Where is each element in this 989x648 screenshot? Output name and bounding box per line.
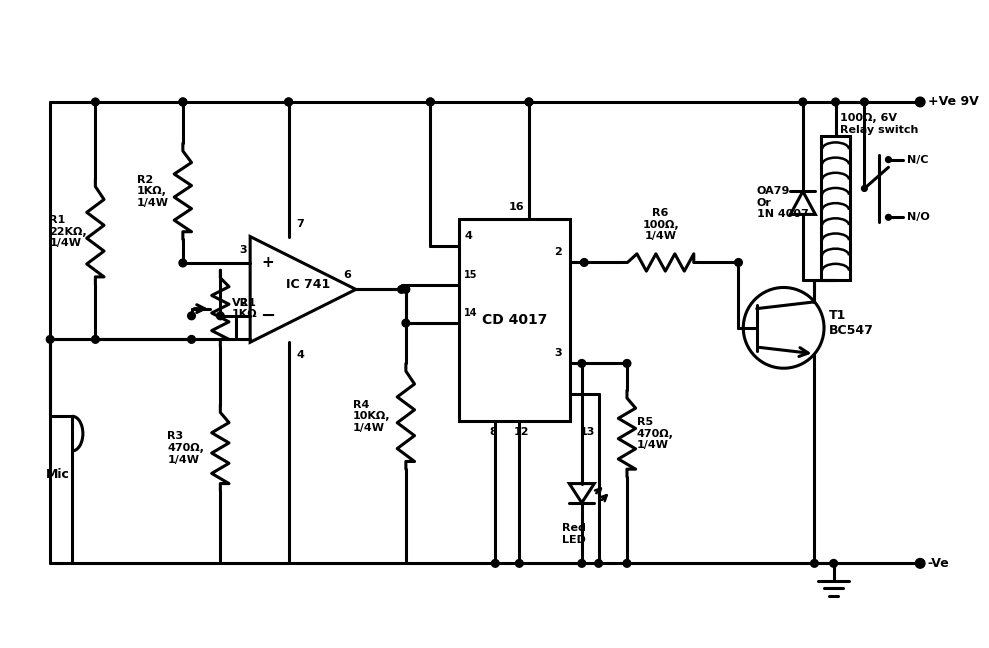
Circle shape [403,319,409,327]
Text: 16: 16 [508,202,524,211]
Circle shape [285,98,293,106]
Bar [459,219,570,421]
Text: R4
10KΩ,
1/4W: R4 10KΩ, 1/4W [353,400,391,433]
Text: 4: 4 [297,350,305,360]
Circle shape [426,98,434,106]
Circle shape [885,157,891,163]
Circle shape [179,98,187,106]
Circle shape [832,98,840,106]
Text: OA79
Or
1N 4007: OA79 Or 1N 4007 [757,186,808,220]
Text: 2: 2 [554,247,562,257]
Circle shape [861,185,867,191]
Text: N/C: N/C [907,155,929,165]
Circle shape [799,98,807,106]
Text: 8: 8 [490,427,497,437]
Text: 3: 3 [555,347,562,358]
Text: R2
1KΩ,
1/4W: R2 1KΩ, 1/4W [136,175,169,208]
Text: T1
BC547: T1 BC547 [829,309,873,337]
Text: 14: 14 [464,308,478,318]
Text: R6
100Ω,
1/4W: R6 100Ω, 1/4W [642,208,678,241]
Circle shape [735,259,743,266]
Circle shape [916,559,925,568]
Text: 100Ω, 6V
Relay switch: 100Ω, 6V Relay switch [841,113,919,135]
Circle shape [92,98,99,106]
Text: 4: 4 [464,231,472,241]
Text: Red
LED: Red LED [562,523,586,544]
Circle shape [811,559,818,567]
Circle shape [860,98,868,106]
Text: R3
470Ω,
1/4W: R3 470Ω, 1/4W [167,432,205,465]
Circle shape [515,559,523,567]
Text: -Ve: -Ve [928,557,949,570]
Text: 3: 3 [239,246,247,255]
Circle shape [885,214,891,220]
Circle shape [525,98,533,106]
Circle shape [581,259,588,266]
Circle shape [525,98,533,106]
Circle shape [188,312,196,319]
Circle shape [217,312,225,319]
Circle shape [403,286,409,294]
Circle shape [916,97,925,107]
Bar [821,135,850,280]
Circle shape [594,559,602,567]
Text: CD 4017: CD 4017 [482,313,547,327]
Circle shape [188,336,196,343]
Text: R1
22KΩ,
1/4W: R1 22KΩ, 1/4W [49,215,87,248]
Text: +Ve 9V: +Ve 9V [928,95,978,108]
Text: +: + [261,255,274,270]
Circle shape [830,559,838,567]
Circle shape [179,98,187,106]
Circle shape [623,360,631,367]
Text: 2: 2 [239,298,247,308]
Circle shape [179,259,187,267]
Text: 12: 12 [513,427,529,437]
Text: R5
470Ω,
1/4W: R5 470Ω, 1/4W [637,417,674,450]
Circle shape [92,336,99,343]
Circle shape [46,336,54,343]
Text: IC 741: IC 741 [286,278,330,291]
Circle shape [285,98,293,106]
Circle shape [578,360,585,367]
Text: −: − [260,307,275,325]
Circle shape [398,286,405,294]
Circle shape [492,559,499,567]
Circle shape [623,559,631,567]
Text: 6: 6 [343,270,351,280]
Circle shape [578,559,585,567]
Text: 7: 7 [297,219,304,229]
Text: 13: 13 [580,427,594,437]
Text: Mic: Mic [45,469,70,481]
Text: VR1
1KΩ: VR1 1KΩ [231,298,257,319]
Text: N/O: N/O [907,213,930,222]
Circle shape [426,98,434,106]
Text: 15: 15 [464,270,478,280]
